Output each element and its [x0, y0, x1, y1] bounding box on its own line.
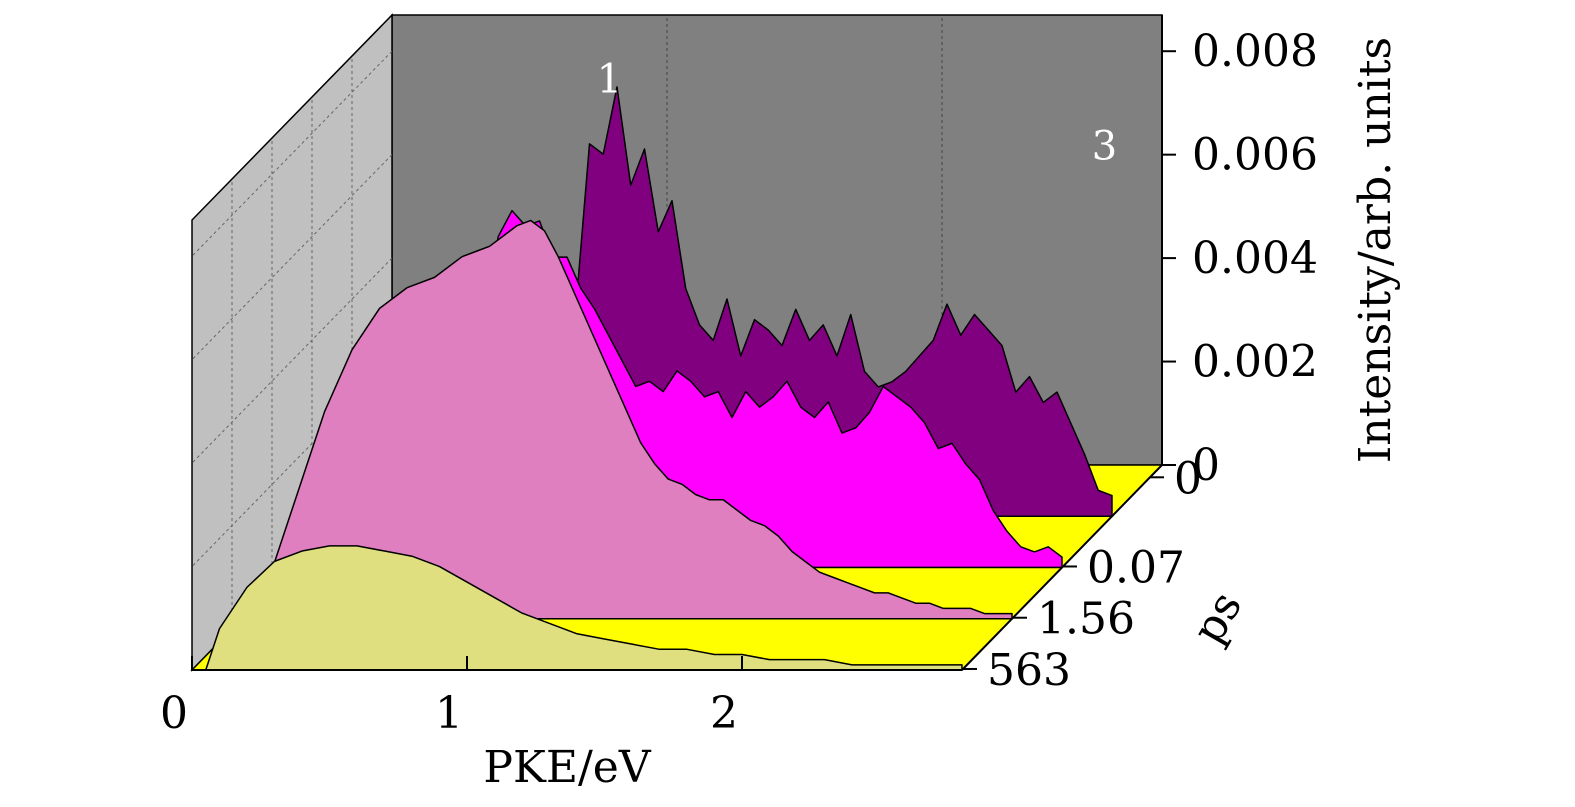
z-tick-label: 563 [987, 645, 1071, 696]
x-axis-title: PKE/eV [483, 742, 651, 793]
peak-label-1: 1 [597, 56, 622, 102]
series-area-1.56 [255, 219, 1013, 620]
x-tick-label: 0 [160, 688, 188, 739]
y-tick-label: 0.008 [1192, 26, 1318, 77]
series-area-563 [205, 545, 963, 671]
depth-edge [961, 464, 1163, 671]
peak-label-3: 3 [1092, 124, 1117, 170]
y-tick-label: 0.004 [1192, 233, 1318, 284]
y-tick-label: 0.002 [1192, 337, 1318, 388]
peak-label-2: 2 [811, 0, 836, 20]
front-layer [192, 464, 1163, 671]
x-tick-label: 1 [435, 688, 463, 739]
y-axis-title: Intensity/arb. units [1350, 37, 1401, 463]
labels-layer: 1 2 3 [597, 0, 1117, 170]
y-tick-label: 0 [1192, 440, 1220, 491]
y-tick-label: 0.006 [1192, 130, 1318, 181]
z-tick-label: 0.07 [1087, 542, 1185, 593]
z-tick-label: 0 [1174, 453, 1202, 504]
z-tick-label: 1.56 [1037, 594, 1135, 645]
x-tick-label: 2 [710, 688, 738, 739]
z-axis-title: ps [1183, 583, 1253, 652]
